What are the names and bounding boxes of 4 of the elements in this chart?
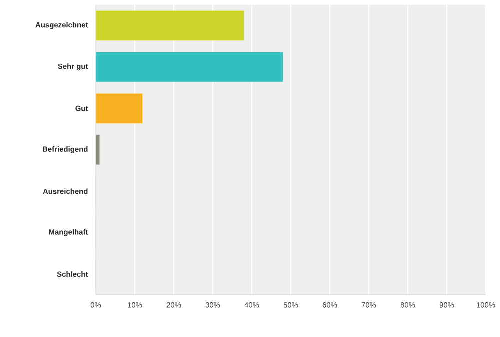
bar xyxy=(96,134,100,166)
bar xyxy=(96,52,284,82)
bar xyxy=(96,10,244,41)
bar xyxy=(96,93,143,124)
